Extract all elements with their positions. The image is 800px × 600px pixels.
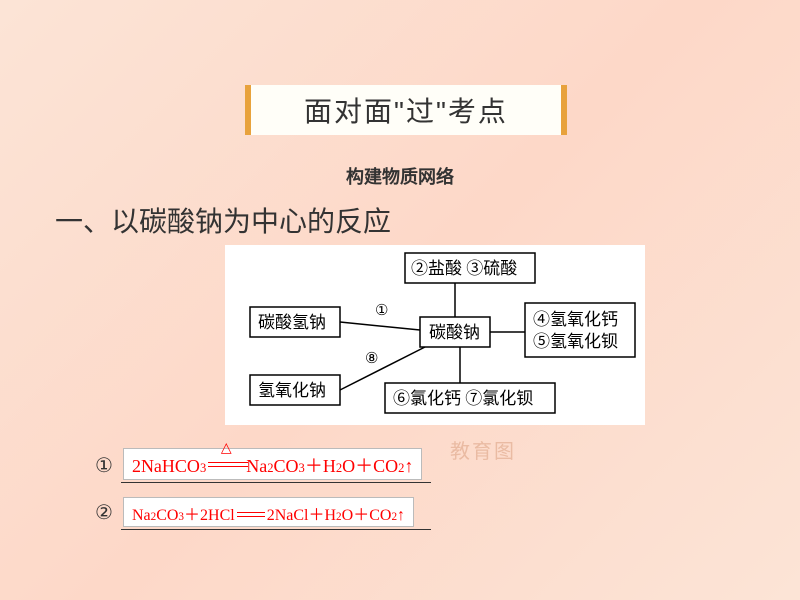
equation-row-1: ① 2NaHCO3 △ Na2CO3＋H2O＋CO2 ↑: [95, 448, 431, 483]
svg-text:⑥氯化钙 ⑦氯化钡: ⑥氯化钙 ⑦氯化钡: [393, 389, 533, 408]
diagram-right-1: ④氢氧化钙: [533, 310, 618, 329]
diagram-bottom-1: ⑥氯化钙: [393, 389, 461, 408]
subtitle: 构建物质网络: [0, 163, 800, 189]
diagram-left-top: 碳酸氢钠: [258, 313, 326, 332]
title-box: 面对面"过"考点: [245, 85, 567, 135]
eq1-number: ①: [95, 453, 113, 478]
edge-label-1: ①: [375, 303, 388, 319]
diagram-top-1: ②盐酸: [411, 259, 462, 278]
edge-label-8: ⑧: [365, 351, 378, 367]
diagram-left-bottom: 氢氧化钠: [258, 381, 326, 400]
diagram-center: 碳酸钠: [429, 323, 480, 342]
watermark: 教育图: [450, 435, 516, 464]
diagram-right-2: ⑤氢氧化钡: [533, 332, 618, 351]
eq1-blank: 2NaHCO3 △ Na2CO3＋H2O＋CO2 ↑: [121, 448, 431, 483]
diagram-top-2: ③硫酸: [466, 259, 517, 278]
section-heading: 一、以碳酸钠为中心的反应: [55, 200, 391, 240]
svg-text:②盐酸 ③硫酸: ②盐酸 ③硫酸: [411, 259, 517, 278]
eq2-blank: Na2CO3＋2HCl 2NaCl＋H2O＋CO2 ↑: [121, 495, 431, 530]
equation-row-2: ② Na2CO3＋2HCl 2NaCl＋H2O＋CO2 ↑: [95, 495, 431, 530]
reaction-diagram: ②盐酸 ③硫酸 碳酸钠 碳酸氢钠 氢氧化钠 ④氢氧化钙 ⑤氢氧化钡 ⑥氯化钙 ⑦…: [225, 245, 645, 425]
diagram-bottom-2: ⑦氯化钡: [465, 389, 533, 408]
eq2-formula: Na2CO3＋2HCl 2NaCl＋H2O＋CO2 ↑: [123, 497, 414, 527]
eq2-number: ②: [95, 500, 113, 525]
page-title: 面对面"过"考点: [304, 90, 508, 130]
eq1-formula: 2NaHCO3 △ Na2CO3＋H2O＋CO2 ↑: [123, 448, 423, 480]
